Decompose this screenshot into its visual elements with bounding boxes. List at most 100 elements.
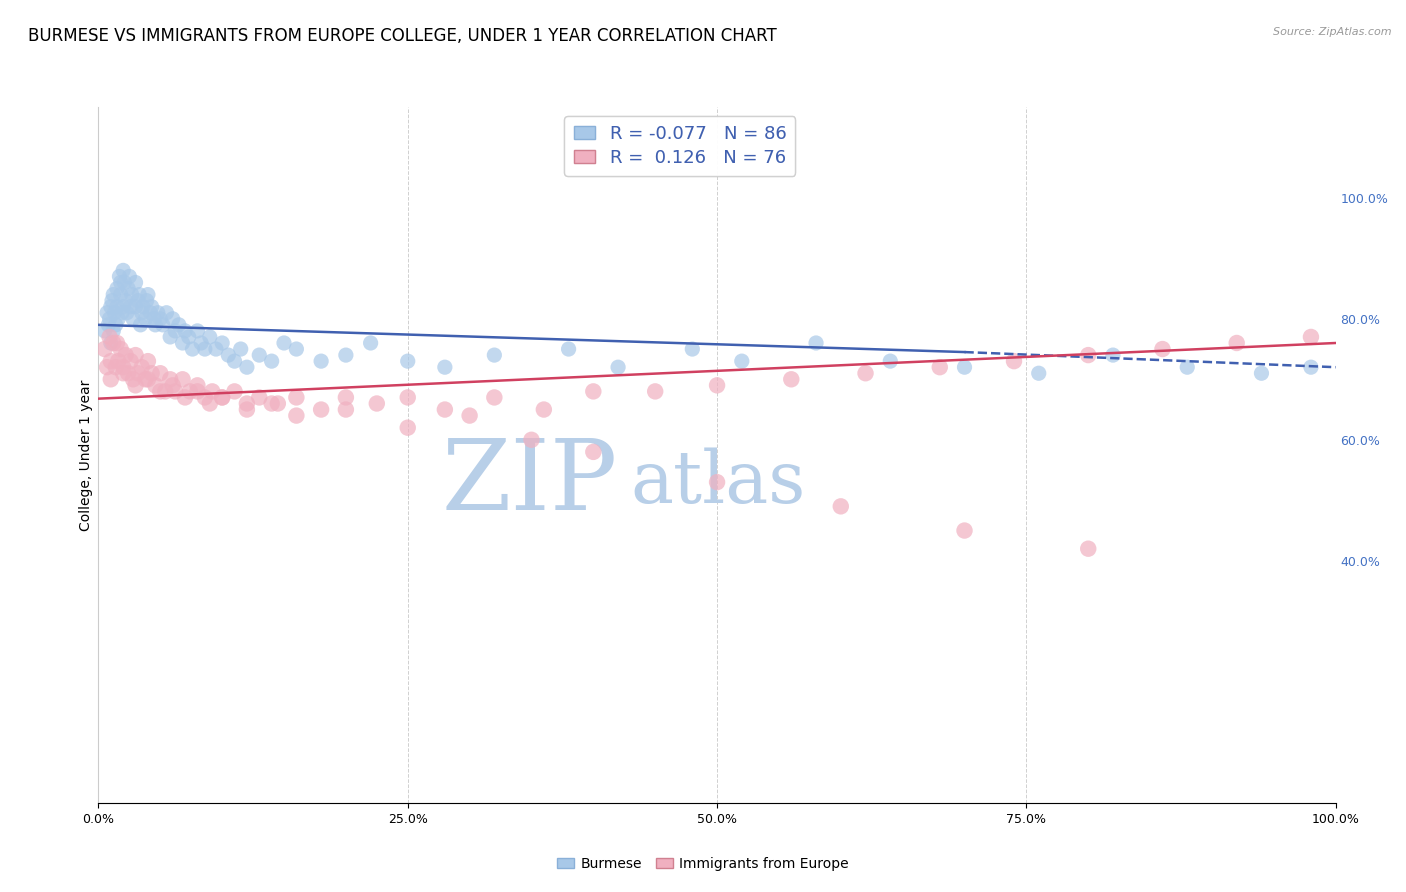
- Legend: Burmese, Immigrants from Europe: Burmese, Immigrants from Europe: [551, 851, 855, 876]
- Point: [224, 384, 246, 399]
- Point: [117, 366, 139, 380]
- Point: [260, 396, 283, 410]
- Point: [211, 336, 233, 351]
- Point: [131, 360, 153, 375]
- Point: [155, 384, 177, 399]
- Point: [190, 336, 212, 351]
- Point: [104, 318, 127, 332]
- Point: [100, 354, 122, 368]
- Point: [186, 384, 208, 399]
- Point: [124, 378, 146, 392]
- Point: [167, 318, 190, 332]
- Text: atlas: atlas: [630, 448, 806, 518]
- Point: [128, 287, 150, 301]
- Point: [644, 384, 666, 399]
- Point: [112, 366, 135, 380]
- Point: [143, 311, 166, 326]
- Point: [309, 402, 332, 417]
- Point: [127, 366, 149, 380]
- Point: [433, 360, 456, 375]
- Point: [205, 342, 228, 356]
- Point: [127, 293, 149, 308]
- Point: [830, 500, 852, 514]
- Point: [134, 372, 156, 386]
- Point: [458, 409, 481, 423]
- Point: [124, 276, 146, 290]
- Point: [879, 354, 901, 368]
- Point: [236, 360, 259, 375]
- Point: [124, 348, 146, 362]
- Point: [335, 391, 357, 405]
- Point: [201, 384, 224, 399]
- Point: [484, 391, 506, 405]
- Text: BURMESE VS IMMIGRANTS FROM EUROPE COLLEGE, UNDER 1 YEAR CORRELATION CHART: BURMESE VS IMMIGRANTS FROM EUROPE COLLEG…: [28, 27, 778, 45]
- Point: [582, 384, 605, 399]
- Point: [105, 336, 128, 351]
- Point: [162, 378, 184, 392]
- Point: [211, 391, 233, 405]
- Point: [928, 360, 950, 375]
- Point: [285, 409, 308, 423]
- Point: [96, 360, 118, 375]
- Point: [706, 378, 728, 392]
- Point: [108, 269, 131, 284]
- Point: [1102, 348, 1125, 362]
- Point: [101, 293, 124, 308]
- Point: [557, 342, 579, 356]
- Point: [533, 402, 555, 417]
- Point: [117, 281, 139, 295]
- Point: [136, 354, 159, 368]
- Point: [120, 300, 142, 314]
- Point: [1175, 360, 1198, 375]
- Point: [247, 391, 270, 405]
- Point: [149, 384, 172, 399]
- Point: [155, 306, 177, 320]
- Point: [100, 300, 122, 314]
- Point: [396, 354, 419, 368]
- Point: [179, 384, 201, 399]
- Point: [98, 311, 121, 326]
- Point: [236, 396, 259, 410]
- Point: [484, 348, 506, 362]
- Point: [122, 372, 145, 386]
- Point: [118, 269, 141, 284]
- Point: [177, 330, 200, 344]
- Point: [159, 372, 181, 386]
- Point: [1077, 541, 1099, 556]
- Point: [953, 360, 976, 375]
- Point: [111, 306, 134, 320]
- Point: [103, 324, 125, 338]
- Point: [96, 306, 118, 320]
- Point: [165, 324, 187, 338]
- Point: [273, 336, 295, 351]
- Point: [194, 391, 217, 405]
- Point: [112, 360, 135, 375]
- Point: [97, 318, 120, 332]
- Point: [1299, 360, 1322, 375]
- Point: [236, 402, 259, 417]
- Point: [186, 378, 208, 392]
- Point: [186, 324, 208, 338]
- Point: [110, 276, 132, 290]
- Point: [267, 396, 290, 410]
- Point: [162, 311, 184, 326]
- Point: [1002, 354, 1025, 368]
- Point: [114, 348, 136, 362]
- Point: [198, 330, 221, 344]
- Point: [172, 336, 194, 351]
- Point: [105, 281, 128, 295]
- Point: [433, 402, 456, 417]
- Point: [149, 311, 172, 326]
- Point: [953, 524, 976, 538]
- Point: [136, 372, 159, 386]
- Point: [104, 360, 127, 375]
- Point: [804, 336, 827, 351]
- Point: [217, 348, 239, 362]
- Point: [131, 306, 153, 320]
- Point: [143, 378, 166, 392]
- Point: [115, 306, 138, 320]
- Point: [582, 445, 605, 459]
- Point: [681, 342, 703, 356]
- Point: [93, 342, 115, 356]
- Point: [112, 263, 135, 277]
